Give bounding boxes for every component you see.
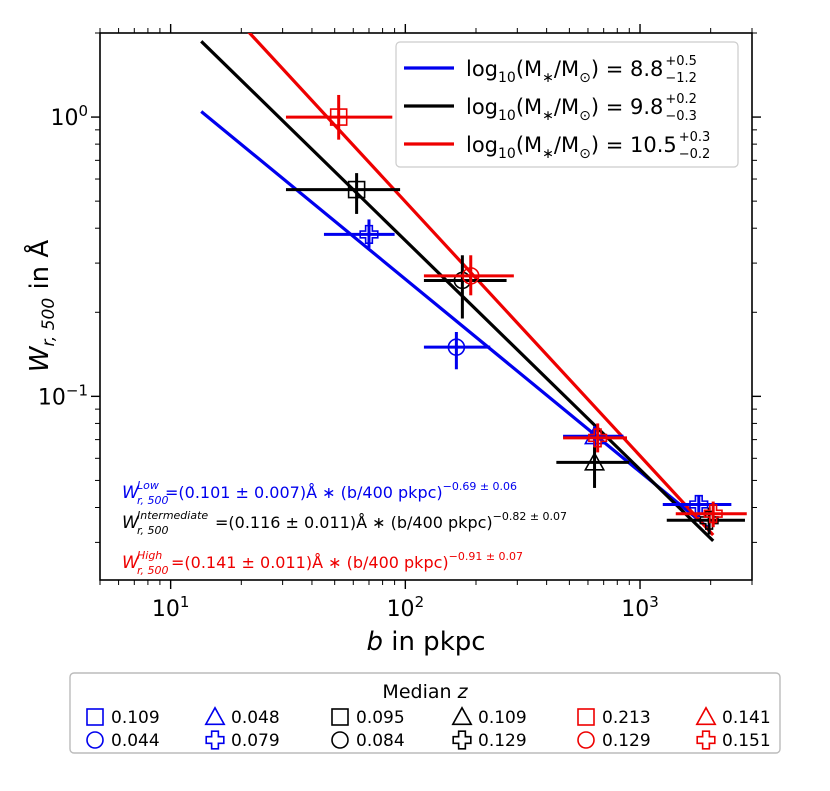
marker-plus [359,224,379,245]
fit-annotation-high: W [122,553,140,573]
fit-annotation-sub: r, 500 [137,524,169,537]
z-legend-value: 0.213 [602,708,651,728]
z-legend-marker-plus [696,730,716,750]
fit-annotation-sub: r, 500 [137,494,169,507]
fit-lines [200,33,715,543]
fit-annotation-formula: =(0.141 ± 0.011)Å ∗ (b/400 pkpc)−0.91 ± … [171,550,523,572]
fit-annotation-sup: High [137,549,162,562]
data-point-intermediate [666,507,745,535]
z-legend-value: 0.141 [722,708,771,728]
z-legend-value: 0.129 [602,731,651,751]
marker-circle [461,267,480,285]
median-z-title: Median z [382,681,468,703]
fit-annotation-sub: r, 500 [137,564,169,577]
z-legend-marker-triangle [695,706,717,726]
legend-err-up: +0.5 [665,54,697,69]
fit-line-intermediate [200,40,715,543]
z-legend-value: 0.048 [231,708,280,728]
z-legend-value: 0.129 [478,731,527,751]
x-tick-label: 103 [621,593,659,622]
data-point-high [423,255,514,296]
y-tick-label: 100 [50,102,88,131]
data-point-low [423,331,491,370]
mass-legend-box [395,41,739,168]
z-legend-marker-plus [205,730,225,750]
legend-label-low: log10(M∗/M⊙) = 8.8 [466,57,663,86]
z-legend-value: 0.109 [111,708,160,728]
data-point-intermediate [556,446,630,488]
fit-annotation-intermediate: W [122,513,140,533]
marker-plus [703,504,723,524]
legend-err-down: −1.2 [665,71,697,86]
z-legend-marker-triangle [451,706,473,726]
data-point-high [285,94,393,140]
z-legend-value: 0.151 [722,731,771,751]
z-legend-marker-triangle [204,706,226,726]
fit-annotation-formula: =(0.101 ± 0.007)Å ∗ (b/400 pkpc)−0.69 ± … [165,480,517,502]
axes: 101 102 103 10−1 100 [38,24,761,622]
fit-line-low [200,110,710,529]
y-axis-label: Wr, 500 in Å [23,240,59,373]
marker-square [347,180,366,199]
marker-square [329,108,348,126]
y-tick-label: 10−1 [38,381,88,410]
legend-err-down: −0.3 [665,109,697,124]
z-legend-marker-square [577,708,595,726]
z-legend-value: 0.079 [231,731,280,751]
z-legend-marker-square [86,708,104,726]
median-z-box [69,672,781,754]
data-point-high [563,423,627,453]
data-point-high [675,501,747,528]
legend-err-up: +0.3 [679,130,711,145]
marker-circle [447,338,466,356]
fit-annotation-sup: Intermediate [137,509,208,522]
fit-annotation-low: W [122,483,140,503]
x-tick-label: 102 [387,593,425,622]
legend-err-down: −0.2 [679,147,711,162]
legend-label-intermediate: log10(M∗/M⊙) = 9.8 [466,95,663,124]
z-legend-marker-square [331,708,349,726]
z-legend-marker-circle [86,731,104,749]
z-legend-value: 0.044 [111,731,160,751]
legend-label-high: log10(M∗/M⊙) = 10.5 [466,133,677,162]
legend-err-up: +0.2 [665,92,697,107]
fit-annotation-sup: Low [137,479,159,492]
data-point-low [323,219,395,248]
data-point-intermediate [285,173,401,214]
z-legend-marker-plus [452,730,472,750]
x-tick-label: 101 [152,593,190,622]
median-z-legend: Median z 0.109 0.048 0.095 0.109 0.213 0.141 0.… [69,672,781,754]
z-legend-value: 0.109 [478,708,527,728]
marker-plus [588,428,608,448]
z-legend-marker-circle [331,731,349,749]
fit-line-high [247,33,715,537]
x-axis-label: b in pkpc [366,627,485,657]
z-legend-marker-circle [577,731,595,749]
fit-annotation-formula: =(0.116 ± 0.011)Å ∗ (b/400 pkpc)−0.82 ± … [215,510,567,532]
plot-frame [99,32,753,581]
marker-triangle [583,451,606,471]
z-legend-value: 0.084 [356,731,405,751]
z-legend-value: 0.095 [356,708,405,728]
axis-labels: b in pkpc Wr, 500 in Å [23,240,486,657]
data-points [285,94,747,535]
